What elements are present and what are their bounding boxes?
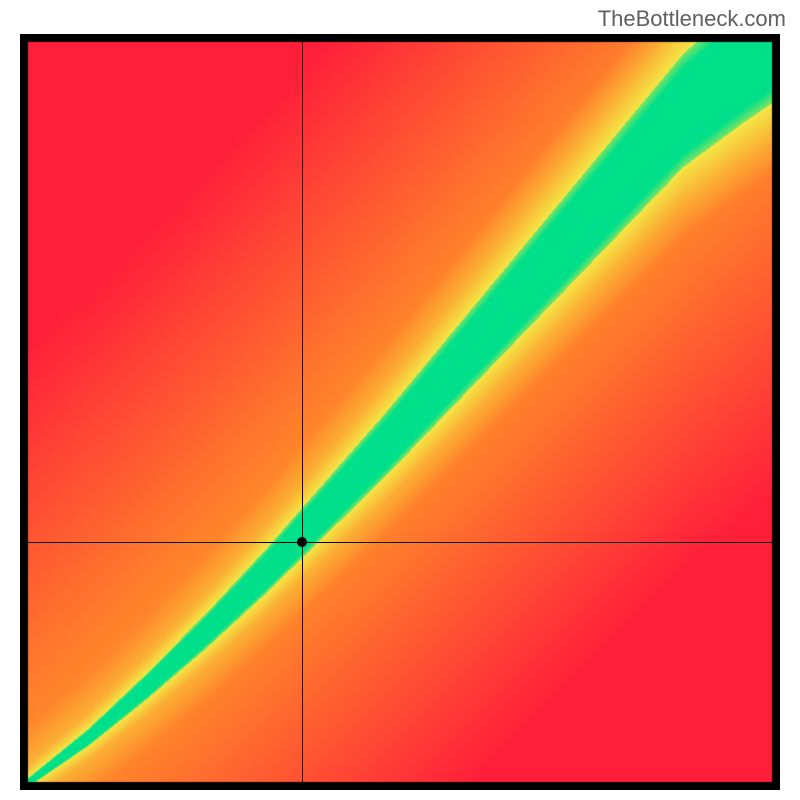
watermark-text: TheBottleneck.com: [598, 6, 786, 32]
heatmap-canvas: [20, 34, 780, 790]
crosshair-vertical: [302, 42, 303, 782]
crosshair-horizontal: [28, 542, 772, 543]
plot-area: [20, 34, 780, 790]
crosshair-marker: [297, 537, 307, 547]
